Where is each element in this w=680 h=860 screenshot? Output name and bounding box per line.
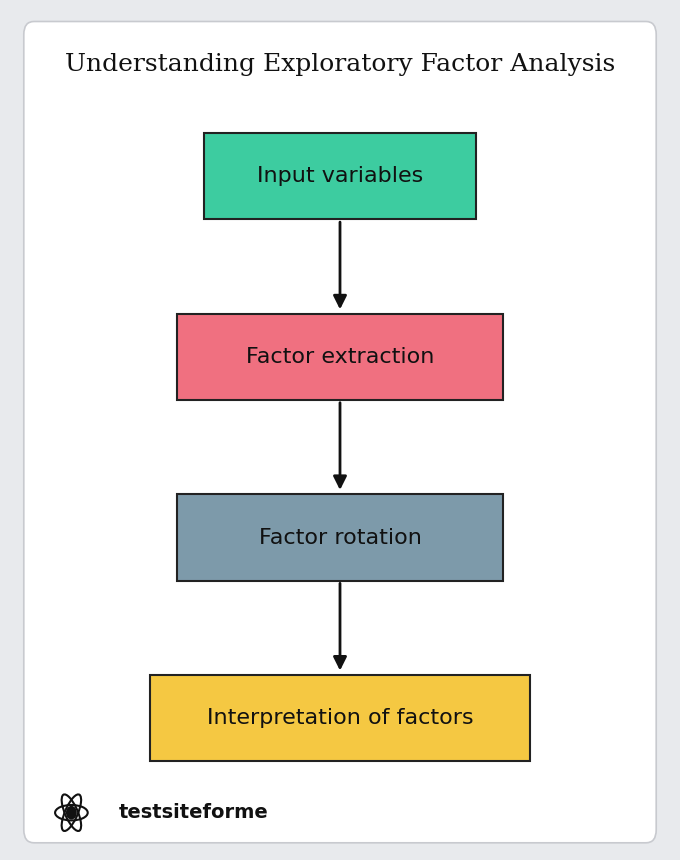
FancyBboxPatch shape: [150, 675, 530, 761]
Text: Factor rotation: Factor rotation: [258, 527, 422, 548]
Text: testsiteforme: testsiteforme: [119, 803, 269, 822]
Text: Understanding Exploratory Factor Analysis: Understanding Exploratory Factor Analysi…: [65, 53, 615, 76]
FancyBboxPatch shape: [177, 314, 503, 400]
Text: Interpretation of factors: Interpretation of factors: [207, 708, 473, 728]
FancyBboxPatch shape: [24, 22, 656, 843]
Text: Factor extraction: Factor extraction: [245, 347, 435, 367]
FancyBboxPatch shape: [204, 133, 476, 219]
Text: Input variables: Input variables: [257, 166, 423, 187]
FancyBboxPatch shape: [177, 494, 503, 580]
Circle shape: [66, 806, 77, 820]
